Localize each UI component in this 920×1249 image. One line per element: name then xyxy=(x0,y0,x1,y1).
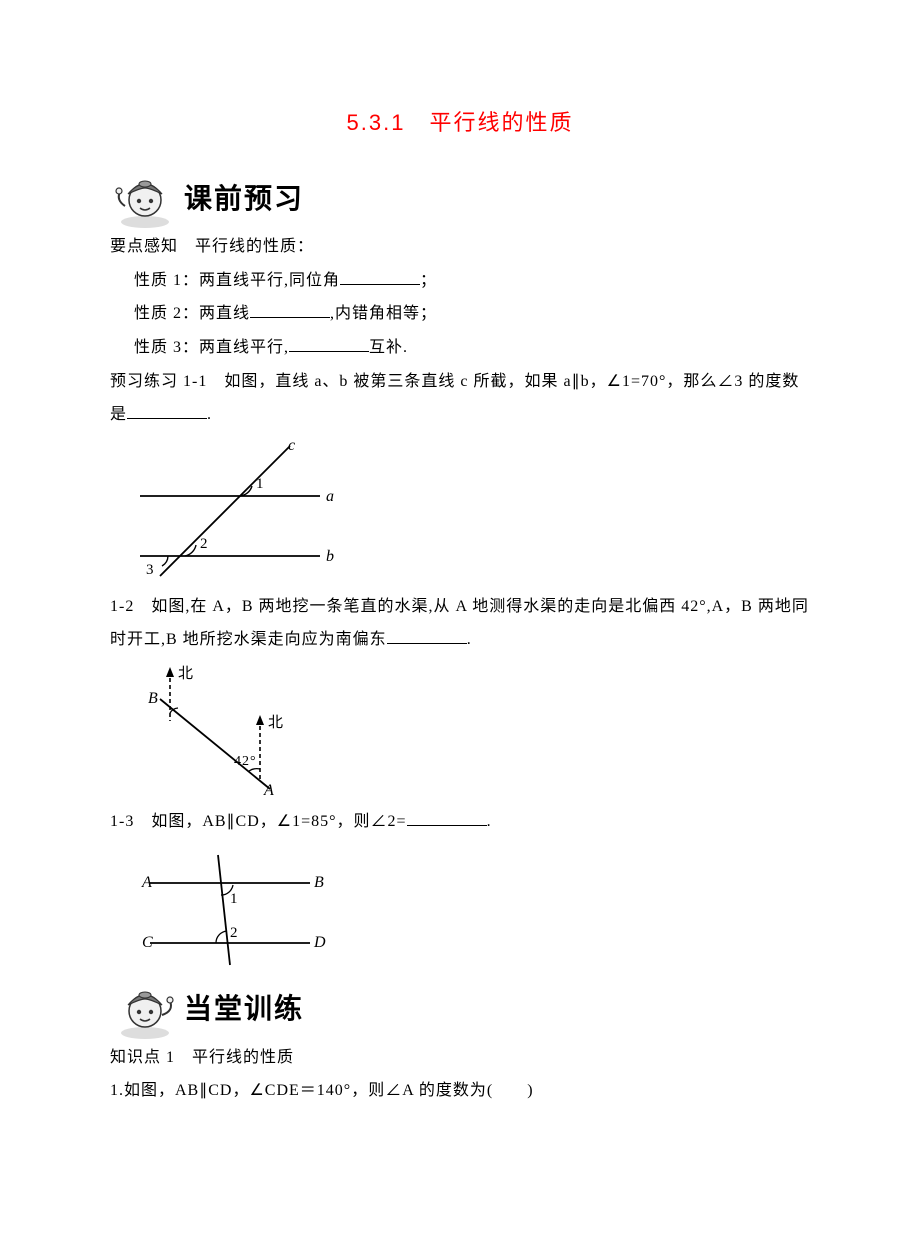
blank-3 xyxy=(289,335,369,352)
svg-text:2: 2 xyxy=(200,536,209,552)
exercise-1-1: 预习练习 1-1 如图，直线 a、b 被第三条直线 c 所截，如果 a∥b，∠1… xyxy=(110,365,810,432)
svg-text:1: 1 xyxy=(256,476,265,492)
svg-text:A: A xyxy=(141,874,153,891)
banner-preview: 课前预习 xyxy=(110,170,810,230)
mascot-icon-2 xyxy=(110,981,180,1041)
blank-1 xyxy=(340,268,420,285)
property-3: 性质 3：两直线平行, 互补. xyxy=(110,331,810,365)
banner-preview-text: 课前预习 xyxy=(184,171,304,230)
figure-1: c a b 1 2 3 xyxy=(130,436,810,586)
knowledge-point-1: 知识点 1 平行线的性质 xyxy=(110,1041,810,1075)
property-1: 性质 1：两直线平行,同位角 ； xyxy=(110,264,810,298)
p1-text-b: ； xyxy=(420,272,437,289)
blank-2 xyxy=(250,301,330,318)
ex11-b: . xyxy=(207,406,212,423)
question-1: 1.如图，AB∥CD，∠CDE＝140°，则∠A 的度数为( ) xyxy=(110,1074,810,1108)
ex11-a: 预习练习 1-1 如图，直线 a、b 被第三条直线 c 所截，如果 a∥b，∠1… xyxy=(110,373,799,424)
svg-text:3: 3 xyxy=(146,562,155,578)
p2-text-a: 性质 2：两直线 xyxy=(134,305,250,322)
svg-text:北: 北 xyxy=(178,665,194,682)
property-2: 性质 2：两直线 ,内错角相等； xyxy=(110,297,810,331)
svg-text:a: a xyxy=(326,488,335,505)
ex12-b: . xyxy=(467,631,472,648)
banner-training: 当堂训练 xyxy=(110,981,810,1041)
blank-ex12 xyxy=(387,627,467,644)
mascot-icon xyxy=(110,170,180,230)
svg-text:42°: 42° xyxy=(234,754,257,769)
p3-text-b: 互补. xyxy=(369,339,408,356)
figure-3: A B C D 1 2 xyxy=(130,843,810,973)
svg-text:D: D xyxy=(313,934,327,951)
svg-text:B: B xyxy=(148,690,159,707)
blank-ex11 xyxy=(127,402,207,419)
svg-text:B: B xyxy=(314,874,325,891)
page-title: 5.3.1 平行线的性质 xyxy=(110,100,810,146)
svg-text:b: b xyxy=(326,548,335,565)
p2-text-b: ,内错角相等； xyxy=(330,305,437,322)
ex13-a: 1-3 如图，AB∥CD，∠1=85°，则∠2= xyxy=(110,813,407,830)
exercise-1-2: 1-2 如图,在 A，B 两地挖一条笔直的水渠,从 A 地测得水渠的走向是北偏西… xyxy=(110,590,810,657)
blank-ex13 xyxy=(407,809,487,826)
figure-2: 北 北 B A 42° xyxy=(130,661,810,801)
p1-text-a: 性质 1：两直线平行,同位角 xyxy=(134,272,340,289)
exercise-1-3: 1-3 如图，AB∥CD，∠1=85°，则∠2=. xyxy=(110,805,810,839)
svg-text:C: C xyxy=(142,934,154,951)
svg-text:c: c xyxy=(288,437,296,454)
key-point-label: 要点感知 平行线的性质： xyxy=(110,230,810,264)
ex13-b: . xyxy=(487,813,492,830)
svg-text:2: 2 xyxy=(230,925,239,941)
svg-text:A: A xyxy=(263,782,275,799)
banner-training-text: 当堂训练 xyxy=(184,981,304,1040)
svg-text:北: 北 xyxy=(268,714,284,731)
p3-text-a: 性质 3：两直线平行, xyxy=(134,339,289,356)
svg-text:1: 1 xyxy=(230,891,239,907)
